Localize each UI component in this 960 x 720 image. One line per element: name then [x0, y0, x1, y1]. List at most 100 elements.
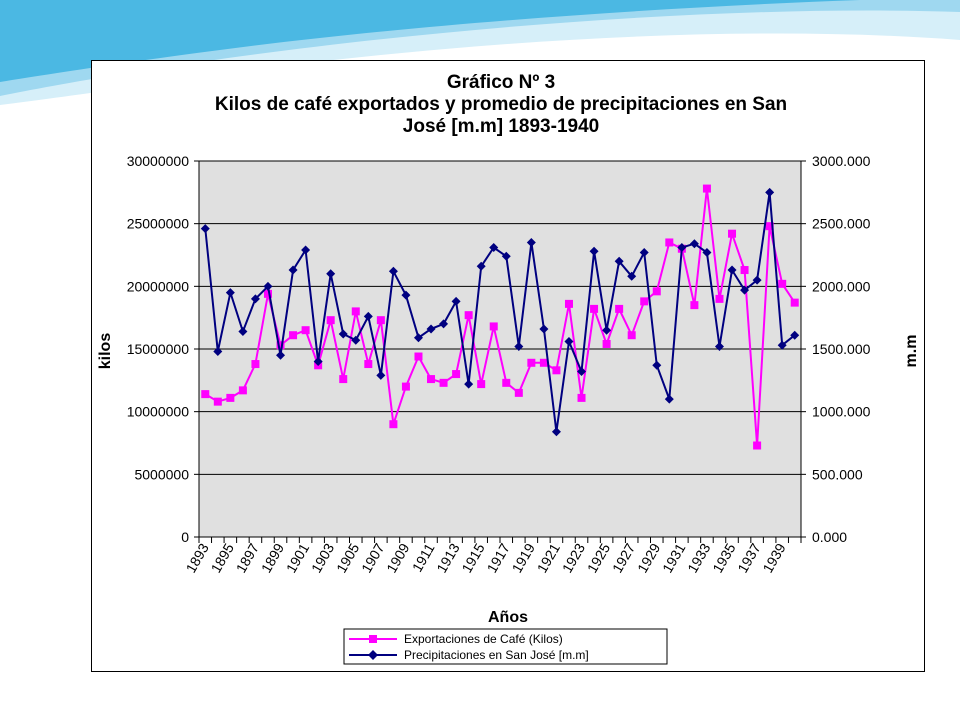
- x-tick-label: 1917: [483, 540, 513, 575]
- data-point-precip-1925: [602, 325, 612, 335]
- data-point-precip-1924: [589, 246, 599, 256]
- data-point-export-1895: [226, 393, 235, 402]
- data-point-export-1923: [577, 393, 586, 402]
- y-axis-left-title: kilos: [97, 333, 114, 370]
- data-point-precip-1930: [664, 394, 674, 404]
- data-point-export-1933: [702, 184, 711, 193]
- data-point-export-1929: [652, 287, 661, 296]
- data-point-export-1932: [690, 301, 699, 310]
- right-axis-ticks: 0.000 500.000 1000.000 1500.000 2000.000 2500…: [800, 153, 871, 545]
- data-point-precip-1916: [489, 242, 499, 252]
- data-point-precip-1907: [376, 370, 386, 380]
- data-point-export-1909: [401, 382, 410, 391]
- data-point-precip-1905: [351, 335, 361, 345]
- right-tick-label: 2500.000: [812, 216, 871, 232]
- x-tick-label: 1929: [634, 540, 664, 575]
- data-point-precip-1899: [276, 350, 286, 360]
- data-point-export-1927: [627, 331, 636, 340]
- series-exports: [201, 184, 799, 450]
- data-point-precip-1937: [752, 275, 762, 285]
- legend: Exportaciones de Café (Kilos) Precipitac…: [343, 628, 668, 665]
- right-tick-label: 1000.000: [812, 404, 871, 420]
- data-point-precip-1893: [200, 224, 210, 234]
- right-tick-label: 0.000: [812, 529, 847, 545]
- right-tick-label: 3000.000: [812, 153, 871, 169]
- x-tick-label: 1905: [333, 540, 363, 575]
- x-axis-title: Años: [488, 609, 528, 626]
- header-wave-dark: [0, 0, 860, 82]
- data-point-export-1916: [489, 322, 498, 331]
- chart: Gráfico Nº 3 Kilos de café exportados y …: [97, 72, 920, 665]
- data-point-export-1913: [452, 370, 461, 379]
- data-point-export-1900: [289, 331, 298, 340]
- legend-label-exports: Exportaciones de Café (Kilos): [404, 632, 563, 646]
- legend-marker-precip: [368, 650, 378, 660]
- data-point-precip-1919: [526, 237, 536, 247]
- data-point-export-1924: [590, 304, 599, 313]
- data-point-export-1919: [527, 358, 536, 367]
- data-point-precip-1913: [451, 296, 461, 306]
- data-point-export-1899: [276, 341, 285, 350]
- legend-marker-exports: [369, 635, 377, 643]
- data-point-precip-1918: [514, 341, 524, 351]
- data-point-precip-1931: [677, 242, 687, 252]
- data-point-precip-1929: [652, 360, 662, 370]
- data-point-precip-1939: [777, 340, 787, 350]
- data-point-export-1920: [539, 358, 548, 367]
- x-tick-label: 1899: [258, 540, 288, 575]
- x-tick-label: 1911: [409, 540, 438, 574]
- data-point-export-1930: [665, 238, 674, 247]
- chart-title-line-1: Gráfico Nº 3: [447, 72, 555, 93]
- x-tick-label: 1937: [734, 540, 764, 575]
- x-tick-label: 1915: [458, 540, 488, 575]
- data-point-export-1910: [414, 352, 423, 361]
- right-tick-label: 500.000: [812, 466, 863, 482]
- x-tick-label: 1927: [609, 540, 639, 575]
- data-point-precip-1900: [288, 265, 298, 275]
- data-point-precip-1921: [551, 427, 561, 437]
- data-point-precip-1896: [238, 326, 248, 336]
- data-point-export-1934: [715, 294, 724, 303]
- data-point-export-1926: [615, 304, 624, 313]
- data-point-precip-1940: [790, 330, 800, 340]
- data-point-export-1903: [326, 316, 335, 325]
- x-tick-label: 1909: [383, 540, 413, 575]
- legend-box: [343, 628, 668, 665]
- data-point-precip-1938: [765, 187, 775, 197]
- data-point-export-1914: [464, 311, 473, 320]
- x-tick-label: 1939: [759, 540, 789, 575]
- data-point-export-1904: [339, 375, 348, 384]
- chart-title-line-3: José [m.m] 1893-1940: [403, 116, 599, 137]
- x-tick-label: 1935: [709, 540, 739, 575]
- data-point-export-1917: [502, 378, 511, 387]
- data-point-export-1935: [728, 229, 737, 238]
- left-tick-label: 20000000: [127, 278, 190, 294]
- x-tick-label: 1895: [208, 540, 238, 575]
- data-point-export-1893: [201, 390, 210, 399]
- data-point-export-1921: [552, 366, 561, 375]
- left-tick-label: 0: [181, 529, 189, 545]
- y-axis-right-title: m.m: [903, 335, 920, 368]
- data-point-export-1940: [790, 298, 799, 307]
- data-point-precip-1920: [539, 324, 549, 334]
- data-point-export-1896: [238, 386, 247, 395]
- data-point-precip-1928: [639, 247, 649, 257]
- data-point-precip-1912: [439, 319, 449, 329]
- data-point-precip-1906: [363, 311, 373, 321]
- left-axis-ticks: 0 5000000 10000000 15000000 20000000 25000000…: [127, 153, 200, 545]
- data-point-precip-1908: [388, 266, 398, 276]
- data-point-export-1894: [213, 397, 222, 406]
- data-point-precip-1923: [577, 367, 587, 377]
- x-tick-label: 1925: [584, 540, 614, 575]
- data-point-precip-1927: [627, 271, 637, 281]
- data-point-export-1936: [740, 266, 749, 275]
- x-tick-label: 1903: [308, 540, 338, 575]
- left-tick-label: 30000000: [127, 153, 190, 169]
- data-point-precip-1894: [213, 347, 223, 357]
- data-point-precip-1936: [740, 285, 750, 295]
- x-tick-label: 1921: [534, 540, 564, 575]
- data-point-export-1906: [364, 360, 373, 369]
- data-point-export-1912: [439, 378, 448, 387]
- data-point-export-1901: [301, 326, 310, 335]
